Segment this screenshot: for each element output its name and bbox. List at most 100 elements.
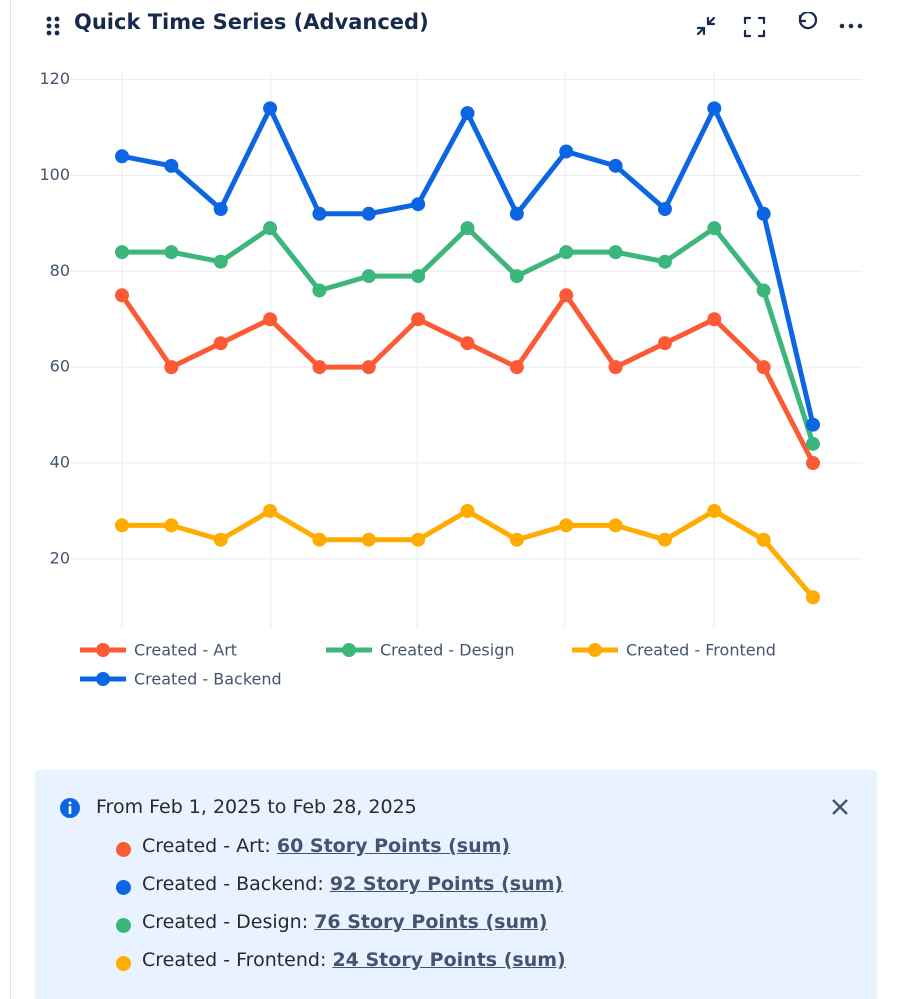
legend-dot <box>96 643 110 657</box>
legend-label: Created - Art <box>134 641 237 660</box>
data-point <box>164 245 179 260</box>
y-tick-label: 80 <box>50 261 70 280</box>
data-point <box>312 283 327 298</box>
data-point <box>213 254 228 269</box>
legend-item[interactable]: Created - Frontend <box>572 641 776 660</box>
data-point <box>657 336 672 351</box>
y-tick-label: 40 <box>50 453 70 472</box>
y-tick-label: 120 <box>39 69 70 88</box>
value-link[interactable]: 60 Story Points (sum) <box>276 835 511 857</box>
data-point <box>411 197 426 212</box>
data-point <box>657 202 672 216</box>
data-point <box>263 312 278 327</box>
series-label: Created - Design: <box>142 911 309 933</box>
data-point <box>115 245 129 260</box>
y-tick-label: 100 <box>39 165 70 184</box>
data-point <box>460 503 475 518</box>
legend-dot <box>342 643 356 657</box>
data-point <box>756 206 771 221</box>
legend-item[interactable]: Created - Design <box>326 641 515 660</box>
data-point <box>608 518 623 533</box>
close-button[interactable] <box>831 798 849 816</box>
data-point <box>509 206 524 221</box>
data-point <box>361 360 376 375</box>
data-point <box>509 532 524 547</box>
series-dot <box>116 842 131 857</box>
data-point <box>263 101 278 116</box>
legend-label: Created - Design <box>380 641 515 660</box>
widget-title: Quick Time Series (Advanced) <box>74 10 429 34</box>
data-point <box>657 254 672 269</box>
data-point <box>312 206 327 221</box>
y-tick-label: 20 <box>50 548 70 567</box>
legend-label: Created - Frontend <box>626 641 776 660</box>
data-point <box>806 436 820 451</box>
series-dot <box>116 880 131 895</box>
refresh-button[interactable] <box>798 12 818 30</box>
data-point <box>559 144 574 159</box>
y-tick-label: 60 <box>50 357 70 376</box>
x-grid <box>121 72 715 628</box>
data-point <box>756 360 771 375</box>
series-label: Created - Backend: <box>142 873 324 895</box>
data-point <box>707 221 722 236</box>
info-icon <box>60 798 80 818</box>
data-point <box>411 312 426 327</box>
data-point <box>460 106 475 121</box>
data-point <box>509 269 524 284</box>
data-point <box>559 245 574 260</box>
data-point <box>411 269 426 284</box>
drag-handle[interactable] <box>44 15 64 37</box>
series-dot <box>116 956 131 971</box>
data-point <box>509 360 524 375</box>
data-point <box>460 336 475 351</box>
data-point <box>263 221 278 236</box>
data-point <box>312 360 327 375</box>
collapse-button[interactable] <box>696 16 716 36</box>
data-point <box>559 518 574 533</box>
data-point <box>608 158 623 173</box>
data-point <box>361 269 376 284</box>
data-point <box>806 417 820 432</box>
legend-item[interactable]: Created - Art <box>80 641 237 660</box>
data-point <box>756 532 771 547</box>
legend-label: Created - Backend <box>134 670 282 689</box>
data-point <box>608 360 623 375</box>
data-point <box>608 245 623 260</box>
data-point <box>657 532 672 547</box>
data-point <box>213 202 228 216</box>
more-button[interactable] <box>839 23 863 29</box>
data-point <box>213 336 228 351</box>
series-label: Created - Frontend: <box>142 949 327 971</box>
value-link[interactable]: 76 Story Points (sum) <box>314 911 548 933</box>
data-point <box>164 518 179 533</box>
info-panel: From Feb 1, 2025 to Feb 28, 2025 Created… <box>35 770 877 999</box>
summary-row: Created - Design: 76 Story Points (sum) <box>116 911 548 933</box>
data-point <box>707 101 722 116</box>
series-line <box>122 508 815 599</box>
legend-dot <box>588 643 602 657</box>
data-point <box>115 518 129 533</box>
summary-row: Created - Backend: 92 Story Points (sum) <box>116 873 564 895</box>
data-point <box>460 221 475 236</box>
data-point <box>756 283 771 298</box>
value-link[interactable]: 92 Story Points (sum) <box>329 873 564 895</box>
data-point <box>164 360 179 375</box>
chart: 20 40 60 80 100 120 Created - Art Created - Des… <box>39 69 862 689</box>
data-point <box>806 590 820 605</box>
value-link[interactable]: 24 Story Points (sum) <box>332 949 566 971</box>
data-point <box>361 532 376 547</box>
data-point <box>312 532 327 547</box>
data-point <box>263 503 278 518</box>
data-point <box>411 532 426 547</box>
card <box>10 0 907 999</box>
summary-row: Created - Art: 60 Story Points (sum) <box>116 835 511 857</box>
legend-item[interactable]: Created - Backend <box>80 670 282 689</box>
fullscreen-button[interactable] <box>743 16 766 38</box>
data-point <box>213 532 228 547</box>
legend-dot <box>96 672 110 686</box>
data-point <box>707 503 722 518</box>
date-range: From Feb 1, 2025 to Feb 28, 2025 <box>96 796 417 818</box>
data-point <box>806 456 820 471</box>
